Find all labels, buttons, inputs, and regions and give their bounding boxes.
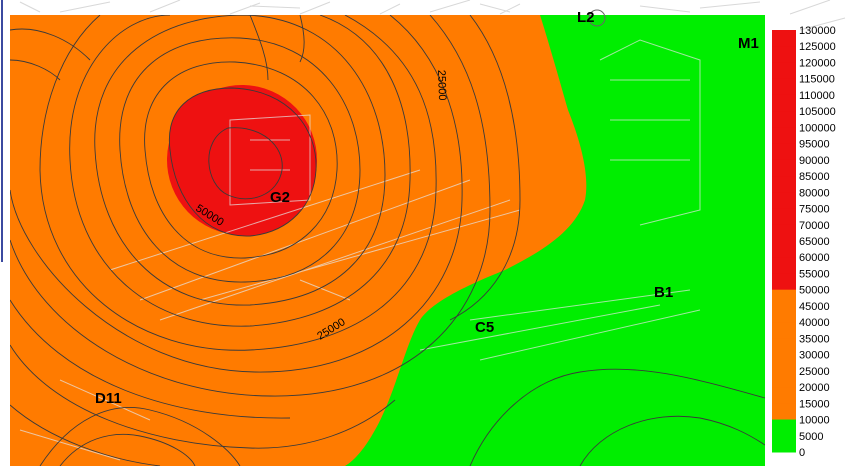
legend-tick-label: 85000	[799, 171, 830, 183]
legend-tick-label: 50000	[799, 285, 830, 297]
legend-swatch	[772, 273, 796, 291]
low-zone	[345, 15, 765, 466]
legend-swatch	[772, 289, 796, 307]
legend-swatch	[772, 78, 796, 96]
legend-tick-label: 25000	[799, 366, 830, 378]
legend-tick-label: 5000	[799, 431, 823, 443]
legend-tick-label: 90000	[799, 155, 830, 167]
legend-swatch	[772, 241, 796, 258]
legend-swatch	[772, 370, 796, 388]
legend-swatch	[772, 435, 796, 453]
legend-swatch	[772, 192, 796, 210]
legend-swatch	[772, 94, 796, 112]
legend-tick-label: 100000	[799, 122, 836, 134]
high-zone-edge	[169, 88, 317, 237]
legend-swatch	[772, 354, 796, 372]
well-l2-marker	[588, 9, 606, 27]
well-label-d11: D11	[95, 390, 122, 407]
legend-tick-label: 20000	[799, 382, 830, 394]
legend-swatch	[772, 62, 796, 80]
plot-area	[10, 15, 765, 466]
legend-swatch	[772, 322, 796, 339]
legend-tick-label: 35000	[799, 333, 830, 345]
well-label-m1: M1	[738, 35, 759, 52]
legend-tick-label: 70000	[799, 220, 830, 232]
legend-tick-label: 30000	[799, 350, 830, 362]
legend-tick-label: 45000	[799, 301, 830, 313]
legend-swatch	[772, 338, 796, 356]
legend-swatch	[772, 176, 796, 193]
well-label-g2: G2	[270, 189, 290, 206]
color-legend: 130000 125000 120000 115000 110000 105000 1000…	[772, 25, 836, 459]
legend-swatch	[772, 305, 796, 323]
well-labels: L2 M1 G2 B1 C5 D11	[95, 9, 759, 407]
legend-swatch	[772, 419, 796, 437]
legend-swatch	[772, 387, 796, 404]
legend-tick-label: 40000	[799, 317, 830, 329]
legend-swatch	[772, 127, 796, 145]
legend-tick-label: 55000	[799, 268, 830, 280]
well-label-b1: B1	[654, 284, 673, 301]
legend-swatch	[772, 30, 796, 47]
well-label-c5: C5	[475, 319, 494, 336]
legend-swatch	[772, 257, 796, 274]
legend-tick-label: 65000	[799, 236, 830, 248]
legend-swatch	[772, 224, 796, 242]
legend-tick-label: 80000	[799, 187, 830, 199]
legend-tick-label: 60000	[799, 252, 830, 264]
legend-swatch	[772, 46, 796, 63]
legend-tick-label: 105000	[799, 106, 836, 118]
legend-tick-label: 130000	[799, 25, 836, 37]
contour-label-upper-25000: 25000	[435, 70, 448, 101]
legend-swatch	[772, 143, 796, 161]
legend-tick-label: 0	[799, 447, 805, 459]
contour-lines	[10, 15, 765, 466]
site-plan-background	[19, 0, 846, 31]
legend-swatch	[772, 403, 796, 421]
well-label-l2: L2	[577, 9, 595, 26]
legend-tick-label: 95000	[799, 139, 830, 151]
site-plan-overlay	[19, 39, 701, 461]
legend-tick-label: 125000	[799, 41, 836, 53]
legend-tick-label: 110000	[799, 90, 835, 102]
legend-tick-label: 10000	[799, 415, 830, 427]
legend-swatch	[772, 111, 796, 128]
legend-tick-label: 75000	[799, 204, 830, 216]
legend-tick-label: 115000	[799, 74, 835, 86]
legend-swatch	[772, 208, 796, 226]
legend-tick-label: 120000	[799, 57, 836, 69]
legend-tick-label: 15000	[799, 398, 830, 410]
legend-swatch	[772, 159, 796, 177]
